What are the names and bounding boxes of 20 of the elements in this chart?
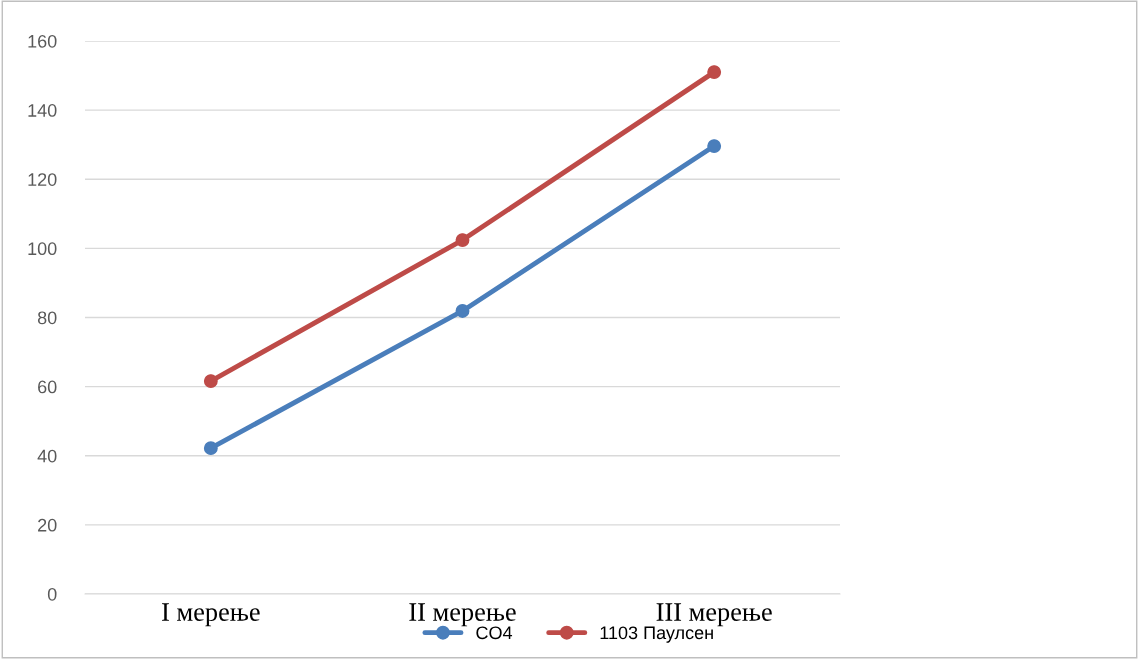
point <box>707 139 722 154</box>
y-tick-label: 140 <box>28 104 57 117</box>
x-tick-label: I мерење <box>162 603 260 627</box>
legend-label: CO4 <box>476 626 513 640</box>
y-tick-label: 20 <box>38 518 57 532</box>
legend-label: 1103 Паулсен <box>600 626 713 643</box>
y-tick-label: 0 <box>47 587 57 601</box>
point <box>203 374 218 389</box>
y-tick-label: 80 <box>37 311 57 325</box>
y-tick-label: 160 <box>28 34 57 48</box>
point <box>455 303 470 318</box>
point <box>455 233 470 248</box>
point <box>707 65 722 80</box>
y-tick-label: 60 <box>38 380 57 394</box>
x-tick-label: II мерење <box>409 603 516 627</box>
y-tick-label: 120 <box>28 173 57 186</box>
x-tick-label: III мерење <box>656 603 772 627</box>
y-tick-label: 100 <box>28 242 57 256</box>
point <box>203 441 218 456</box>
y-tick-label: 40 <box>37 449 57 463</box>
